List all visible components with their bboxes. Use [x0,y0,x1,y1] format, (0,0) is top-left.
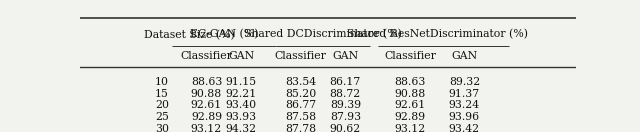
Text: 30: 30 [155,124,169,132]
Text: 90.88: 90.88 [191,89,222,98]
Text: 92.89: 92.89 [394,112,426,122]
Text: 91.15: 91.15 [226,77,257,87]
Text: Dataset Size (%): Dataset Size (%) [145,30,236,40]
Text: 25: 25 [155,112,169,122]
Text: 92.21: 92.21 [225,89,257,98]
Text: Classifier: Classifier [384,51,436,61]
Text: 88.72: 88.72 [330,89,361,98]
Text: 94.32: 94.32 [226,124,257,132]
Text: 91.37: 91.37 [449,89,480,98]
Text: 93.12: 93.12 [191,124,222,132]
Text: 93.24: 93.24 [449,100,480,110]
Text: 87.78: 87.78 [285,124,316,132]
Text: 15: 15 [155,89,169,98]
Text: 86.17: 86.17 [330,77,361,87]
Text: 89.39: 89.39 [330,100,361,110]
Text: Classifier: Classifier [275,51,326,61]
Text: 87.93: 87.93 [330,112,361,122]
Text: 93.96: 93.96 [449,112,480,122]
Text: Shared DCDiscriminator (%): Shared DCDiscriminator (%) [244,29,402,39]
Text: 20: 20 [155,100,169,110]
Text: 92.89: 92.89 [191,112,222,122]
Text: Shared ResNetDiscriminator (%): Shared ResNetDiscriminator (%) [347,29,527,39]
Text: 85.20: 85.20 [285,89,316,98]
Text: 93.93: 93.93 [226,112,257,122]
Text: GAN: GAN [228,51,254,61]
Text: GAN: GAN [451,51,477,61]
Text: 93.42: 93.42 [449,124,480,132]
Text: 92.61: 92.61 [191,100,222,110]
Text: Classifier: Classifier [180,51,232,61]
Text: 88.63: 88.63 [394,77,426,87]
Text: 87.58: 87.58 [285,112,316,122]
Text: 90.62: 90.62 [330,124,361,132]
Text: 93.12: 93.12 [394,124,426,132]
Text: 88.63: 88.63 [191,77,222,87]
Text: GAN: GAN [332,51,358,61]
Text: EC-GAN (%): EC-GAN (%) [189,29,258,39]
Text: 90.88: 90.88 [394,89,426,98]
Text: 83.54: 83.54 [285,77,316,87]
Text: 10: 10 [155,77,169,87]
Text: 93.40: 93.40 [226,100,257,110]
Text: 86.77: 86.77 [285,100,316,110]
Text: 89.32: 89.32 [449,77,480,87]
Text: 92.61: 92.61 [394,100,426,110]
